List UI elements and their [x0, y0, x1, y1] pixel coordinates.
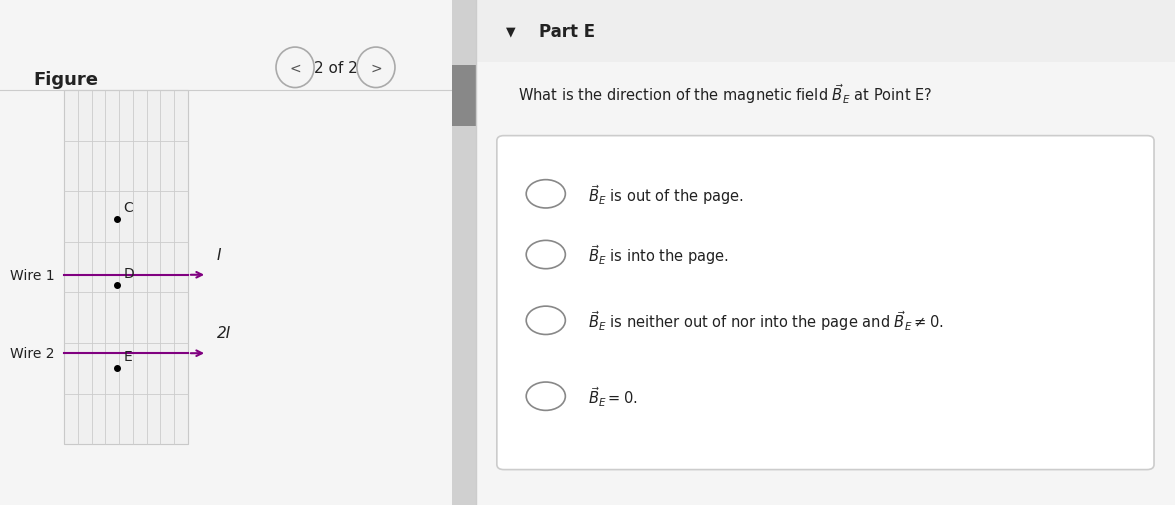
Text: C: C: [123, 200, 134, 215]
Text: 2 of 2: 2 of 2: [314, 61, 357, 76]
Text: $\vec{B}_E$ is neither out of nor into the page and $\vec{B}_E \neq 0$.: $\vec{B}_E$ is neither out of nor into t…: [588, 309, 944, 333]
Text: Wire 1: Wire 1: [11, 268, 55, 282]
FancyBboxPatch shape: [497, 136, 1154, 470]
FancyBboxPatch shape: [476, 0, 1175, 63]
Text: $\vec{B}_E = 0$.: $\vec{B}_E = 0$.: [588, 385, 637, 408]
Text: >: >: [370, 61, 382, 75]
Text: ▼: ▼: [506, 25, 516, 38]
Text: ▲: ▲: [461, 141, 468, 152]
FancyBboxPatch shape: [452, 66, 476, 126]
FancyBboxPatch shape: [452, 0, 476, 505]
Text: Figure: Figure: [33, 71, 99, 89]
Text: Part E: Part E: [539, 23, 595, 41]
Text: Wire 2: Wire 2: [11, 346, 55, 361]
Text: $\vec{B}_E$ is into the page.: $\vec{B}_E$ is into the page.: [588, 243, 728, 267]
Text: D: D: [123, 266, 134, 280]
Text: What is the direction of the magnetic field $\vec{B}_E$ at Point E?: What is the direction of the magnetic fi…: [518, 81, 932, 106]
Text: <: <: [289, 61, 301, 75]
FancyBboxPatch shape: [65, 91, 188, 444]
Text: $\vec{B}_E$ is out of the page.: $\vec{B}_E$ is out of the page.: [588, 182, 744, 207]
Text: I: I: [216, 247, 221, 263]
Text: E: E: [123, 349, 133, 364]
Text: 2I: 2I: [216, 326, 230, 341]
